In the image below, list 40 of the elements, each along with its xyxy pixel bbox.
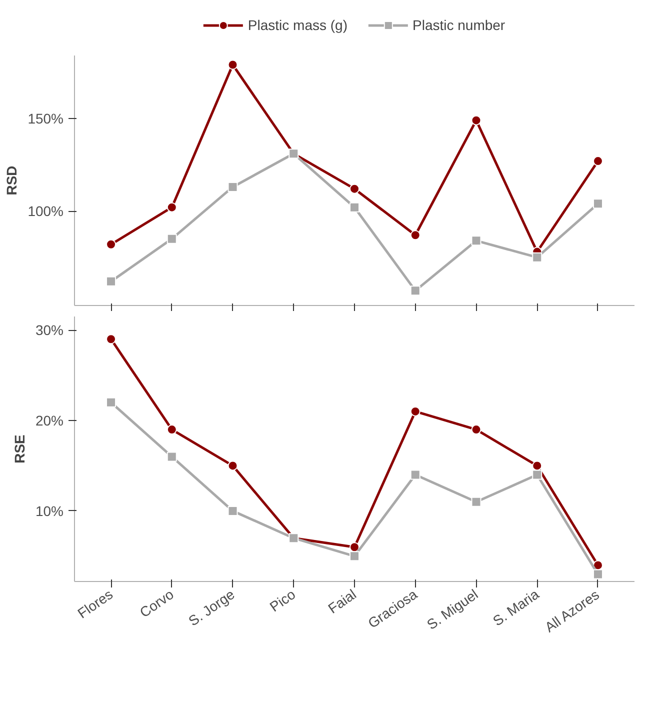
point <box>532 252 542 262</box>
point <box>106 334 116 344</box>
point <box>410 230 420 240</box>
point <box>532 470 542 480</box>
point <box>166 202 177 212</box>
y-axis-title: RSE <box>11 434 28 464</box>
point <box>350 551 360 562</box>
point <box>471 115 482 126</box>
x-tick-label: Pico <box>266 586 298 615</box>
point <box>410 286 420 296</box>
point <box>350 202 360 212</box>
point <box>410 470 420 480</box>
point <box>106 239 116 250</box>
legend-label: Plastic number <box>412 17 506 33</box>
point <box>410 406 420 416</box>
y-tick-label: 10% <box>35 502 64 519</box>
point <box>350 184 360 194</box>
point <box>532 460 542 471</box>
point <box>166 234 177 244</box>
y-tick-label: 30% <box>35 322 64 338</box>
point <box>350 542 360 552</box>
point <box>106 276 116 286</box>
point <box>592 156 603 166</box>
point <box>471 496 482 507</box>
y-axis-title: RSD <box>4 166 20 196</box>
point <box>106 397 116 408</box>
point <box>228 182 238 192</box>
point <box>228 460 238 471</box>
y-tick-label: 20% <box>35 412 64 429</box>
point <box>228 60 238 70</box>
point <box>592 198 603 209</box>
point <box>471 236 482 246</box>
legend-label: Plastic mass (g) <box>248 17 348 33</box>
y-tick-label: 100% <box>28 203 64 220</box>
point <box>592 569 603 580</box>
point <box>166 424 177 435</box>
point <box>471 424 482 435</box>
point <box>166 452 177 462</box>
y-tick-label: 150% <box>28 110 64 126</box>
point <box>228 506 238 516</box>
